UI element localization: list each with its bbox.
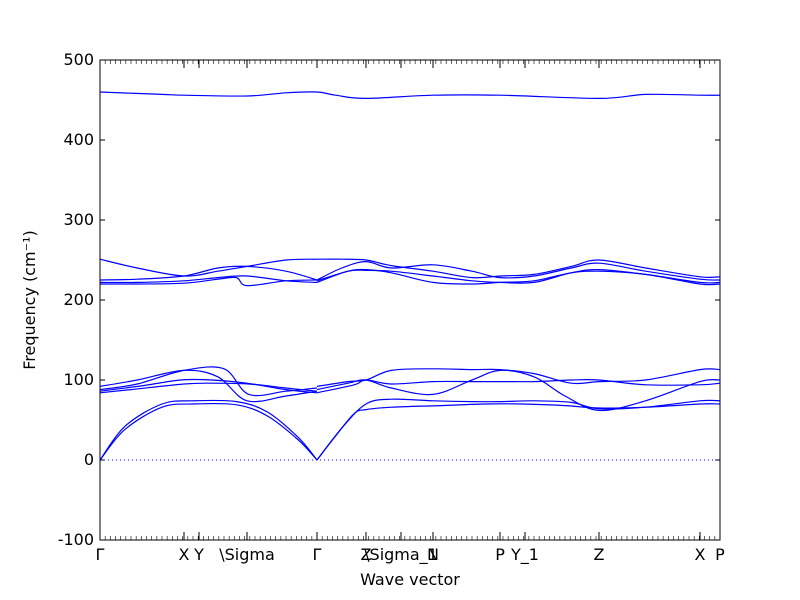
- x-tick-label: Z: [360, 545, 371, 564]
- x-tick-labels: Γ X Y \Sigma Γ Z\Sigma_1N P Y_1 Z X P: [96, 545, 726, 565]
- y-axis: -100 0 100 200 300 400 500: [58, 50, 720, 549]
- band-line: [316, 398, 721, 461]
- minor-ticks: [99, 60, 721, 540]
- band-line: [99, 382, 318, 394]
- band-line: [316, 258, 721, 279]
- band-line: [99, 258, 318, 277]
- x-tick-label: Y: [193, 545, 204, 564]
- y-tick-label: -100: [58, 530, 94, 549]
- plot-frame: [99, 59, 721, 541]
- y-axis-label: Frequency (cm⁻¹): [20, 230, 39, 369]
- band-line: [99, 265, 318, 281]
- x-tick-label: Γ: [96, 545, 105, 564]
- band-line: [99, 275, 318, 284]
- y-tick-label: 500: [63, 50, 94, 69]
- x-tick-label: P: [495, 545, 505, 564]
- x-tick-label: X: [179, 545, 190, 564]
- y-tick-label: 400: [63, 130, 94, 149]
- x-tick-label: \Sigma: [219, 545, 275, 564]
- plot-area: [100, 60, 720, 540]
- band-line: [99, 366, 318, 397]
- x-tick-label: Y_1: [510, 545, 539, 565]
- x-tick-label: N: [427, 545, 439, 564]
- x-tick-label: Z: [593, 545, 604, 564]
- band-line: [316, 378, 721, 394]
- band-line: [99, 399, 318, 461]
- band-line: [99, 378, 318, 394]
- x-tick-label: \Sigma_1: [364, 545, 438, 565]
- band-line: [316, 260, 721, 281]
- y-tick-label: 0: [84, 450, 94, 469]
- band-line: [99, 369, 318, 403]
- y-tick-label: 300: [63, 210, 94, 229]
- x-tick-label: P: [715, 545, 725, 564]
- band-line: [316, 268, 721, 286]
- x-tick-label: X: [694, 545, 705, 564]
- band-line: [99, 402, 318, 461]
- x-tick-label: Γ: [313, 545, 322, 564]
- band-lines: [99, 91, 721, 461]
- band-line: [99, 91, 721, 100]
- x-axis-label: Wave vector: [360, 570, 460, 589]
- band-line: [99, 276, 318, 287]
- y-tick-label: 100: [63, 370, 94, 389]
- y-tick-label: 200: [63, 290, 94, 309]
